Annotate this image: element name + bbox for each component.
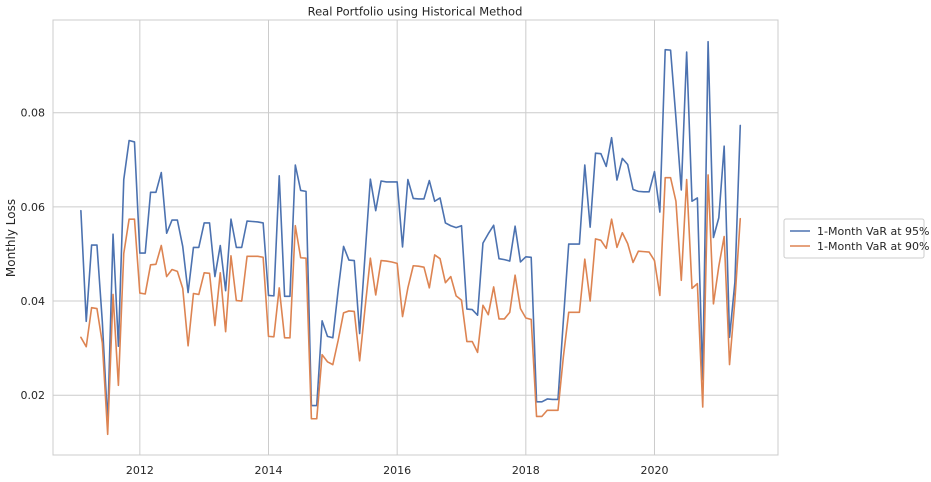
y-tick-label: 0.02 — [21, 389, 46, 402]
x-tick-label: 2014 — [255, 464, 283, 477]
legend: 1-Month VaR at 95% 1-Month VaR at 90% — [783, 218, 930, 259]
x-tick-label: 2018 — [512, 464, 540, 477]
plot-area-frame — [52, 19, 779, 456]
y-tick-label: 0.06 — [21, 201, 46, 214]
legend-label-var-95: 1-Month VaR at 95% — [817, 225, 930, 238]
x-tick-labels: 2012 2014 2016 2018 2020 — [126, 464, 669, 477]
x-tick-label: 2016 — [383, 464, 411, 477]
x-tick-label: 2012 — [126, 464, 154, 477]
chart-title: Real Portfolio using Historical Method — [308, 5, 523, 19]
y-axis-label: Monthly Loss — [4, 199, 18, 277]
series-lines — [80, 40, 742, 436]
series-line-var-90 — [80, 174, 742, 436]
x-tick-label: 2020 — [640, 464, 668, 477]
gridlines — [53, 20, 778, 455]
legend-box — [783, 218, 925, 259]
y-tick-label: 0.04 — [21, 295, 46, 308]
legend-label-var-90: 1-Month VaR at 90% — [817, 240, 930, 253]
series-line-var-95 — [80, 40, 742, 424]
y-tick-labels: 0.02 0.04 0.06 0.08 — [21, 107, 46, 402]
y-tick-label: 0.08 — [21, 107, 46, 120]
